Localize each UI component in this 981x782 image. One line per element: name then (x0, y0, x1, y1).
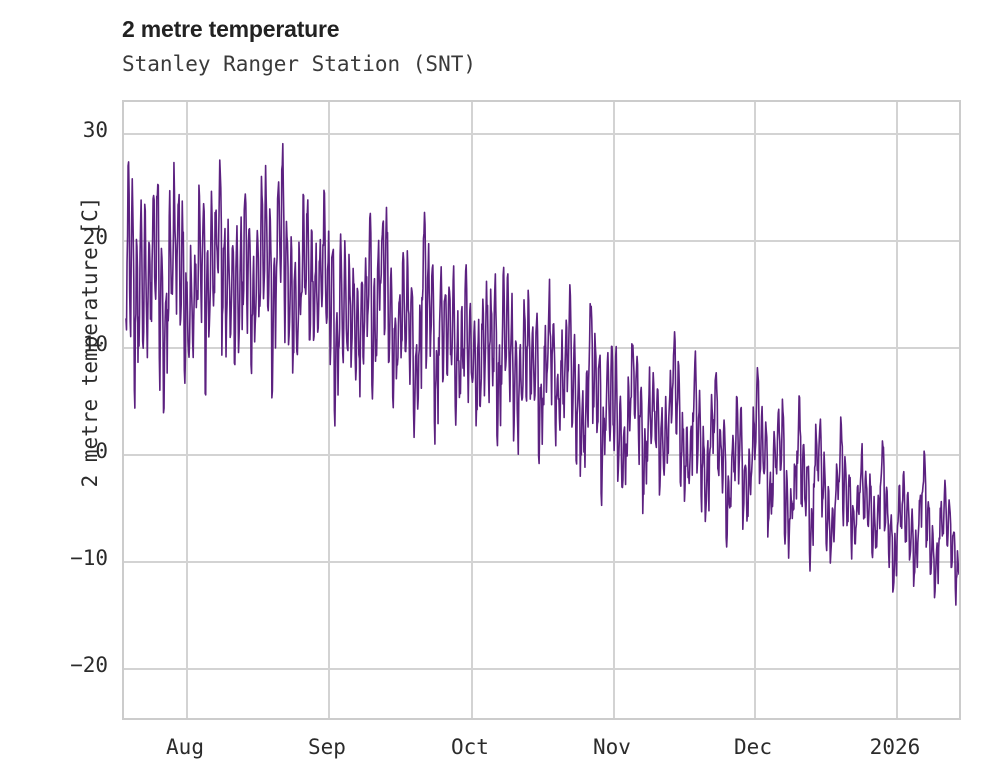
chart-title: 2 metre temperature (122, 16, 340, 42)
x-tick-label: Aug (166, 735, 204, 759)
gridline-vertical (470, 102, 473, 718)
gridline-vertical (754, 102, 756, 718)
y-tick-label: 0 (95, 438, 108, 463)
plot-area (122, 100, 961, 720)
chart-subtitle: Stanley Ranger Station (SNT) (122, 52, 477, 76)
y-tick-label: −20 (70, 652, 108, 677)
gridline-vertical (327, 102, 330, 718)
x-tick-label: Sep (307, 735, 346, 759)
gridline-horizontal (124, 346, 959, 349)
x-tick-label: Oct (450, 735, 489, 759)
y-tick-label: −10 (70, 545, 108, 570)
gridline-vertical (895, 102, 898, 718)
gridline-horizontal (124, 560, 959, 563)
y-tick-label: 30 (82, 118, 108, 143)
temperature-line (125, 142, 959, 606)
gridline-horizontal (124, 453, 959, 456)
y-tick-label: 20 (82, 224, 108, 249)
gridline-vertical (186, 102, 188, 718)
x-tick-label: Dec (734, 735, 772, 759)
gridline-vertical (612, 102, 615, 718)
gridline-horizontal (124, 133, 959, 136)
x-tick-label: 2026 (869, 735, 921, 759)
x-tick-label: Nov (593, 735, 631, 759)
y-tick-label: 10 (82, 331, 108, 356)
gridline-horizontal (124, 239, 959, 242)
temperature-series (125, 142, 959, 606)
gridline-horizontal (124, 667, 959, 670)
y-axis-ticks: 30 20 10 0 −10 −20 (0, 0, 108, 782)
